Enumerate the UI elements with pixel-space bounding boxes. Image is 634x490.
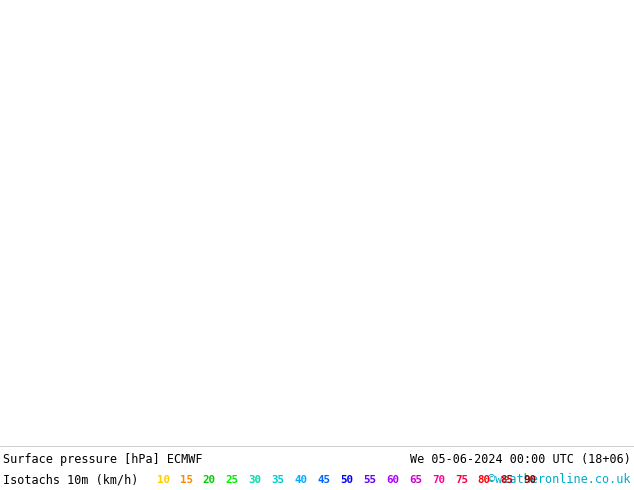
Text: 85: 85: [501, 475, 514, 485]
Text: 50: 50: [340, 475, 353, 485]
Text: Surface pressure [hPa] ECMWF: Surface pressure [hPa] ECMWF: [3, 453, 203, 466]
Text: 40: 40: [294, 475, 307, 485]
Text: 65: 65: [409, 475, 422, 485]
Text: 80: 80: [477, 475, 491, 485]
Text: 30: 30: [249, 475, 261, 485]
Text: 25: 25: [226, 475, 238, 485]
Text: 15: 15: [179, 475, 193, 485]
Text: ©weatheronline.co.uk: ©weatheronline.co.uk: [488, 473, 631, 487]
Text: 10: 10: [157, 475, 170, 485]
Text: We 05-06-2024 00:00 UTC (18+06): We 05-06-2024 00:00 UTC (18+06): [410, 453, 631, 466]
Text: 90: 90: [524, 475, 536, 485]
Text: 75: 75: [455, 475, 468, 485]
Text: Isotachs 10m (km/h): Isotachs 10m (km/h): [3, 473, 139, 487]
Text: 55: 55: [363, 475, 376, 485]
Text: 20: 20: [202, 475, 216, 485]
Text: 35: 35: [271, 475, 284, 485]
Text: 70: 70: [432, 475, 445, 485]
Text: 60: 60: [386, 475, 399, 485]
Text: 45: 45: [317, 475, 330, 485]
